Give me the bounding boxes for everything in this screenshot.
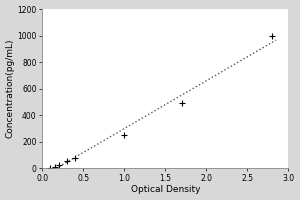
X-axis label: Optical Density: Optical Density — [130, 185, 200, 194]
Y-axis label: Concentration(pg/mL): Concentration(pg/mL) — [6, 39, 15, 138]
